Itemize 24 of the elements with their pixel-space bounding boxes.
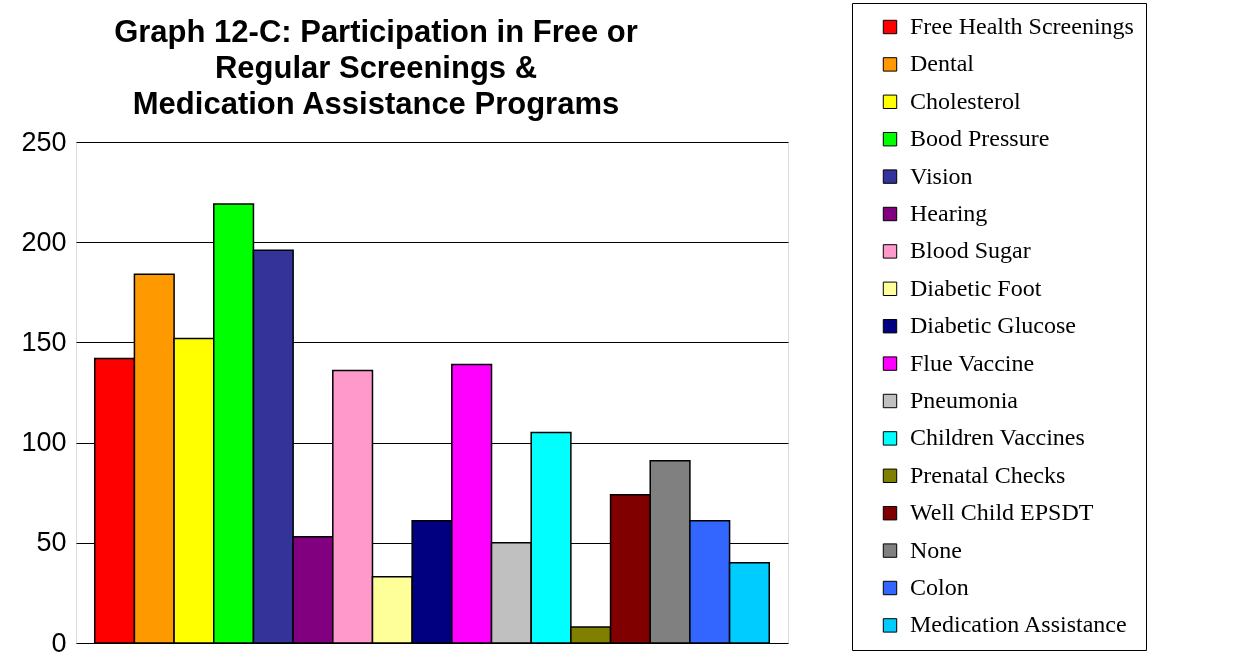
y-tick-label: 250 — [21, 126, 67, 157]
legend-label: Free Health Screenings — [910, 13, 1134, 39]
legend-label: Cholesterol — [910, 87, 1021, 114]
y-tick-label: 150 — [21, 326, 67, 357]
y-tick-label: 0 — [51, 627, 67, 658]
legend-label: Diabetic Foot — [910, 274, 1042, 301]
y-tick-label: 100 — [21, 427, 67, 458]
legend-label: Prenatal Checks — [910, 461, 1066, 488]
legend-label: Bood Pressure — [910, 125, 1050, 152]
legend-label: Flue Vaccine — [910, 349, 1035, 376]
y-tick-label: 200 — [21, 226, 67, 257]
legend-label: Blood Sugar — [910, 237, 1031, 264]
legend-label: Well Child EPSDT — [910, 499, 1094, 526]
legend-label: Diabetic Glucose — [910, 312, 1076, 339]
legend-label: Colon — [910, 574, 969, 600]
legend-label: Children Vaccines — [910, 424, 1085, 451]
legend-label: Vision — [910, 162, 973, 189]
y-tick-label: 50 — [36, 527, 67, 558]
chart-title: Graph 12-C: Participation in Free or Regular Screenings & Medication Assistance Programs — [114, 13, 638, 121]
legend-label: Pneumonia — [910, 387, 1019, 413]
legend-label: Dental — [910, 50, 975, 77]
legend-label: Medication Assistance — [910, 611, 1127, 638]
legend-label: None — [910, 536, 962, 563]
legend-label: Hearing — [910, 200, 988, 226]
